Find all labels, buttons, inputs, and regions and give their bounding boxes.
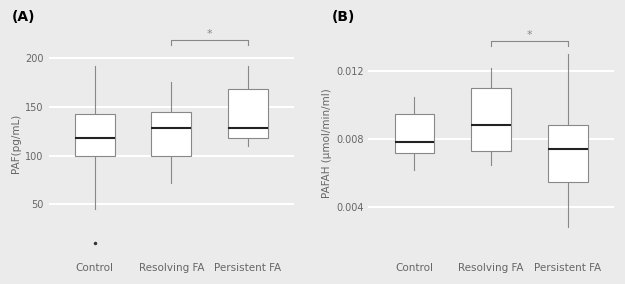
Bar [394,114,434,153]
Y-axis label: PAFAH (μmol/min/ml): PAFAH (μmol/min/ml) [322,88,332,198]
Bar [75,114,114,156]
Text: (A): (A) [12,10,36,24]
Bar [151,112,191,156]
Bar [228,89,268,138]
Bar [548,126,588,181]
Bar [471,88,511,151]
Y-axis label: PAF(pg/mL): PAF(pg/mL) [11,114,21,173]
Text: *: * [207,29,212,39]
Text: *: * [527,30,532,40]
Text: (B): (B) [332,10,355,24]
